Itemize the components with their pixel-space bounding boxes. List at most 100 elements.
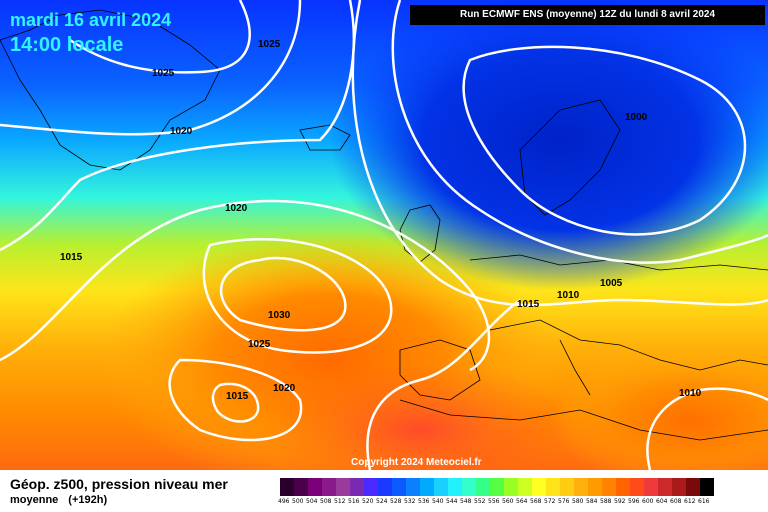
legend-tick-label: 496 [278,498,290,505]
legend-tick-label: 608 [670,498,682,505]
isobar-label: 1020 [225,203,248,214]
legend-swatch: 520 [362,478,378,505]
legend-tick-label: 552 [474,498,486,505]
legend-tick-label: 508 [320,498,332,505]
legend-tick-label: 536 [418,498,430,505]
isobar-1005 [391,0,768,264]
isobar-label: 1000 [625,112,648,123]
legend-tick-label: 556 [488,498,500,505]
legend-swatch: 600 [642,478,658,505]
mode-label: moyenne [10,494,59,506]
legend-swatch: 592 [614,478,630,505]
legend-tick-label: 568 [530,498,542,505]
legend-tick-label: 588 [600,498,612,505]
legend-tick-label: 548 [460,498,472,505]
isobar-label: 1015 [517,299,540,310]
isobar-label: 1020 [273,383,296,394]
lead-time-label: (+192h) [68,494,108,506]
legend-swatch: 564 [516,478,532,505]
iberia-coast [399,339,481,401]
legend-swatch: 496 [278,478,294,505]
legend-swatch: 516 [348,478,364,505]
legend-tick-label: 564 [516,498,528,505]
legend-tick-label: 600 [642,498,654,505]
isobar-1020-ring [168,358,303,442]
isobar-label: 1010 [557,290,580,301]
legend-tick-label: 584 [586,498,598,505]
legend-swatch: 548 [460,478,476,505]
isobar-label: 1025 [258,39,281,50]
isobar-1020-north [0,0,302,136]
greenland-coast [0,9,221,171]
legend-tick-label: 504 [306,498,318,505]
legend-tick-label: 596 [628,498,640,505]
legend-swatch: 608 [670,478,686,505]
legend-tick-label: 580 [572,498,584,505]
isobar-1015-west [0,0,355,252]
forecast-time: 14:00 locale [10,34,124,56]
mediterranean-coast [489,319,768,371]
mode-line: moyenne (+192h) [10,494,107,506]
run-info: Run ECMWF ENS (moyenne) 12Z du lundi 8 a… [410,5,765,25]
forecast-date: mardi 16 avril 2024 [10,10,172,30]
legend-swatch: 560 [502,478,518,505]
isobar-label: 1015 [60,252,83,263]
legend-tick-label: 524 [376,498,388,505]
legend-swatch: 576 [558,478,574,505]
legend-swatch: 512 [334,478,350,505]
legend-swatch: 604 [656,478,672,505]
legend-tick-label: 572 [544,498,556,505]
isobar-label: 1005 [600,278,623,289]
legend-tick-label: 520 [362,498,374,505]
isobar-1010 [351,0,768,307]
italy-coast [559,339,591,396]
legend-swatch: 556 [488,478,504,505]
legend-swatch: 596 [628,478,644,505]
legend-swatch: 540 [432,478,448,505]
legend-tick-label: 512 [334,498,346,505]
legend-tick-label: 576 [558,498,570,505]
legend-swatch: 528 [390,478,406,505]
legend-swatch: 524 [376,478,392,505]
iceland-coast [299,124,351,151]
copyright-text: Copyright 2024 Meteociel.fr [351,457,482,468]
legend-swatch: 580 [572,478,588,505]
north-africa-coast [399,399,768,441]
legend-tick-label: 604 [656,498,668,505]
legend-swatch: 572 [544,478,560,505]
legend-tick-label: 560 [502,498,514,505]
legend-swatch: 552 [474,478,490,505]
isobars [0,0,768,470]
legend-swatch: 508 [320,478,336,505]
color-scale-legend: 496 500 504 508 512 516 520 524 528 532 536 540 544 5… [278,478,714,505]
legend-tick-label: 592 [614,498,626,505]
isobar-label-group: 1025 1025 1020 1020 1015 1030 1025 1020 … [60,39,702,402]
legend-tick-label: 516 [348,498,360,505]
legend-tick-label: 612 [684,498,696,505]
legend-swatch: 532 [404,478,420,505]
isobar-label: 1025 [248,339,271,350]
legend-swatch: 504 [306,478,322,505]
parameter-title: Géop. z500, pression niveau mer [10,476,228,492]
isobar-label: 1025 [152,68,175,79]
legend-swatch: 612 [684,478,700,505]
saharan-warm-zone [260,360,580,470]
legend-swatch: 616 [698,478,714,505]
legend-swatch: 544 [446,478,462,505]
legend-tick-label: 544 [446,498,458,505]
isobar-label: 1020 [170,126,193,137]
isobar-1025-north [69,0,251,74]
legend-swatch: 584 [586,478,602,505]
legend-tick-label: 616 [698,498,710,505]
legend-tick-label: 500 [292,498,304,505]
legend-swatch: 536 [418,478,434,505]
east-warm-zone [550,350,768,470]
legend-tick-label: 528 [390,498,402,505]
isobar-1015-ring [211,382,260,423]
legend-tick-label: 540 [432,498,444,505]
isobar-1030-ring [220,256,347,332]
isobar-1015-south [366,299,521,470]
isobar-1020-mid [0,199,491,372]
low-pressure-core [330,0,768,290]
legend-swatch: 500 [292,478,308,505]
